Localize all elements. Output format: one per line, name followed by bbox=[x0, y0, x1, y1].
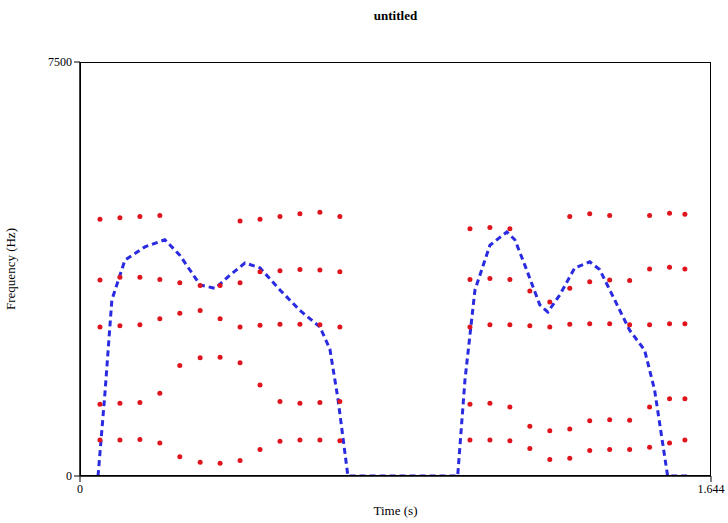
svg-text:Frequency (Hz): Frequency (Hz) bbox=[3, 228, 18, 310]
svg-text:7500: 7500 bbox=[48, 55, 72, 69]
svg-text:0: 0 bbox=[77, 482, 83, 496]
svg-text:1.644: 1.644 bbox=[698, 482, 725, 496]
svg-text:Time (s): Time (s) bbox=[374, 503, 418, 518]
html-text:untitled: untitled bbox=[373, 8, 418, 23]
svg-text:0: 0 bbox=[66, 469, 72, 483]
